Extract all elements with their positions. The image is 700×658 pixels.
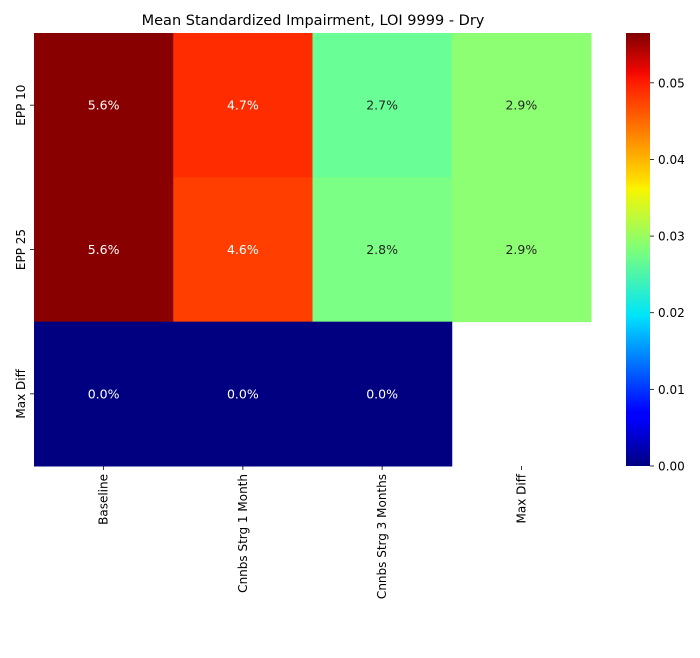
cell-annotation: 2.8% [366,242,398,257]
heatmap-cell [173,177,313,323]
y-axis: EPP 10 EPP 25 Max Diff [14,85,34,419]
colorbar-tick-label: 0.01 [658,383,685,397]
heatmap-cell [312,177,453,323]
chart-title: Mean Standardized Impairment, LOI 9999 -… [142,13,485,29]
cell-annotation: 0.0% [227,386,259,401]
x-tick-label: Max Diff [514,473,528,523]
cell-annotation: 0.0% [366,386,398,401]
colorbar-tick-label: 0.05 [658,76,685,90]
colorbar [626,33,650,466]
colorbar-tick-label: 0.03 [658,230,685,244]
cell-annotation: 2.9% [505,242,537,257]
heatmap-cell [34,321,174,467]
heatmap-cell [451,33,592,178]
x-tick-label: Baseline [97,474,111,525]
y-tick-label: EPP 10 [14,85,28,126]
cell-annotation: 0.0% [88,386,120,401]
y-tick-label: Max Diff [14,368,28,418]
heatmap-cell [34,177,174,323]
heatmap-cell [312,33,453,178]
heatmap-cell [34,33,174,178]
cell-annotation: 2.7% [366,98,398,113]
heatmap-cell [173,321,313,467]
cell-annotation: 4.6% [227,242,259,257]
colorbar-axis: 0.00 0.01 0.02 0.03 0.04 0.05 [650,76,685,474]
heatmap-cell [312,321,453,467]
colorbar-tick-label: 0.02 [658,306,685,320]
x-axis: Baseline Cnnbs Strg 1 Month Cnnbs Strg 3 M… [97,466,528,599]
y-tick-label: EPP 25 [14,229,28,270]
cell-annotation: 2.9% [505,98,537,113]
colorbar-tick-label: 0.04 [658,153,685,167]
heatmap-cell [451,177,592,323]
x-tick-label: Cnnbs Strg 3 Months [375,474,389,599]
colorbar-tick-label: 0.00 [658,460,685,474]
x-tick-label: Cnnbs Strg 1 Month [236,474,250,593]
cell-annotation: 5.6% [88,242,120,257]
cell-annotations: 5.6% 4.7% 2.7% 2.9% 5.6% 4.6% 2.8% 2.9% 0.0% 0.0%… [88,98,538,402]
heatmap-cells [34,33,592,467]
heatmap-cell [173,33,313,178]
cell-annotation: 4.7% [227,98,259,113]
cell-annotation: 5.6% [88,98,120,113]
